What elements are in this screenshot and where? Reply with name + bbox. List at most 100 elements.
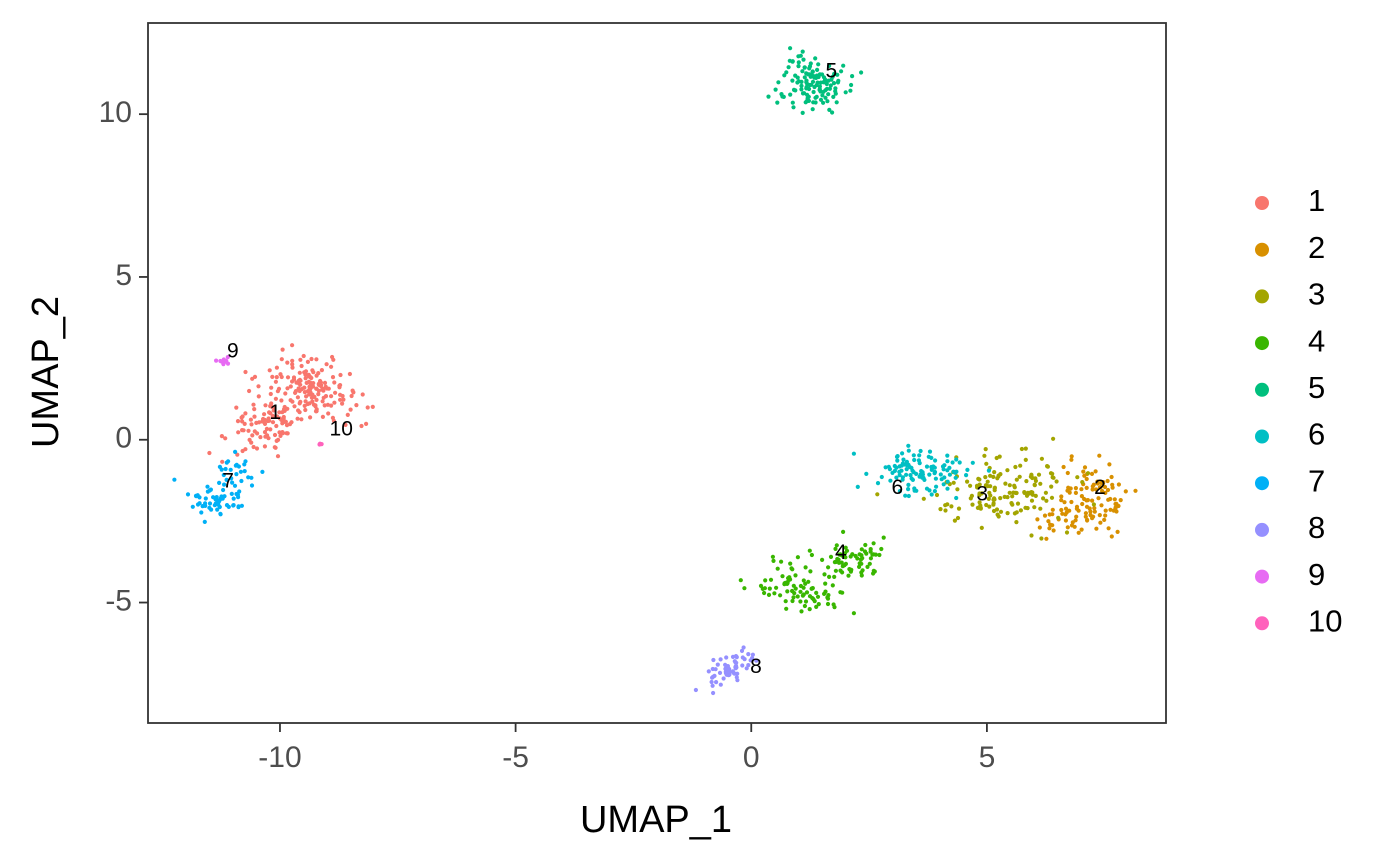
data-point xyxy=(1097,453,1102,458)
data-point xyxy=(267,418,272,423)
data-point xyxy=(298,357,303,362)
data-point xyxy=(836,560,842,565)
data-point xyxy=(906,443,911,448)
data-point xyxy=(1038,481,1043,486)
data-point xyxy=(831,602,836,607)
data-point xyxy=(217,480,222,485)
data-point xyxy=(270,414,275,419)
cluster-label-2: 2 xyxy=(1094,476,1106,499)
data-point xyxy=(279,398,284,403)
data-point xyxy=(779,92,784,97)
data-point xyxy=(706,669,711,674)
data-point xyxy=(229,476,234,481)
data-point xyxy=(798,589,803,594)
data-point xyxy=(1082,496,1087,502)
data-point xyxy=(304,394,309,399)
data-point xyxy=(904,472,909,477)
data-point xyxy=(293,390,298,395)
legend-label: 9 xyxy=(1308,557,1325,592)
data-point xyxy=(309,356,314,362)
data-point xyxy=(1007,490,1012,495)
data-point xyxy=(1083,511,1088,516)
data-point xyxy=(746,663,751,668)
data-point xyxy=(742,657,747,662)
data-point xyxy=(252,414,257,419)
data-point xyxy=(833,86,838,91)
data-point xyxy=(217,464,222,469)
data-point xyxy=(220,459,225,464)
data-point xyxy=(733,666,738,671)
data-point xyxy=(834,543,839,548)
data-point xyxy=(224,477,229,482)
data-point xyxy=(955,487,960,492)
data-point xyxy=(235,419,241,424)
data-point xyxy=(248,417,253,422)
data-point xyxy=(262,417,267,423)
data-point xyxy=(282,404,287,410)
data-point xyxy=(232,483,238,488)
data-point xyxy=(1047,526,1052,531)
data-point xyxy=(770,554,776,559)
data-point xyxy=(203,496,208,501)
data-point xyxy=(804,71,809,76)
data-point xyxy=(947,472,953,477)
data-point xyxy=(798,583,804,589)
data-point xyxy=(991,474,996,479)
data-point xyxy=(1092,506,1097,511)
data-point xyxy=(214,495,219,500)
data-point xyxy=(1063,518,1068,523)
data-point xyxy=(816,602,821,607)
data-point xyxy=(799,609,804,614)
data-point xyxy=(292,404,297,409)
data-point xyxy=(256,384,261,389)
x-axis-ticks: -10 -5 0 5 xyxy=(258,723,995,774)
data-point xyxy=(871,568,876,573)
data-point xyxy=(984,461,989,466)
legend-item-10: 10 xyxy=(1255,603,1342,638)
data-point xyxy=(256,394,261,399)
data-point xyxy=(326,411,331,416)
data-point xyxy=(185,492,191,497)
data-point xyxy=(879,474,884,480)
data-point xyxy=(825,99,830,104)
data-point xyxy=(850,74,855,79)
data-point xyxy=(1037,525,1042,530)
data-point xyxy=(1003,481,1008,486)
data-point xyxy=(969,493,975,498)
data-point xyxy=(996,473,1001,478)
x-tick-label: -5 xyxy=(502,741,529,774)
data-point xyxy=(1097,485,1102,490)
data-point xyxy=(803,565,808,570)
data-point xyxy=(329,403,334,408)
data-point xyxy=(242,462,247,467)
data-point xyxy=(938,507,943,512)
data-point xyxy=(824,81,829,87)
series-8-points xyxy=(693,645,759,696)
data-point xyxy=(921,475,926,480)
data-point xyxy=(879,546,884,552)
data-point xyxy=(839,553,845,558)
legend-item-4: 4 xyxy=(1255,323,1325,358)
data-point xyxy=(1092,509,1097,514)
legend-item-5: 5 xyxy=(1255,370,1325,405)
data-point xyxy=(231,496,236,501)
data-point xyxy=(280,431,286,436)
data-point xyxy=(871,541,876,546)
data-point xyxy=(859,547,864,552)
data-point xyxy=(801,578,806,583)
data-point xyxy=(1090,498,1095,503)
data-point xyxy=(804,84,809,90)
data-point xyxy=(287,422,293,427)
data-point xyxy=(295,416,300,421)
data-point xyxy=(945,459,950,464)
x-tick-label: 5 xyxy=(979,741,996,774)
data-point xyxy=(780,574,785,579)
data-point xyxy=(875,492,880,497)
data-point xyxy=(218,512,223,517)
data-point xyxy=(1106,497,1111,502)
data-point xyxy=(1017,474,1022,479)
data-point xyxy=(365,405,370,410)
data-point xyxy=(839,69,844,74)
data-point xyxy=(1059,507,1064,513)
data-point xyxy=(298,399,303,404)
